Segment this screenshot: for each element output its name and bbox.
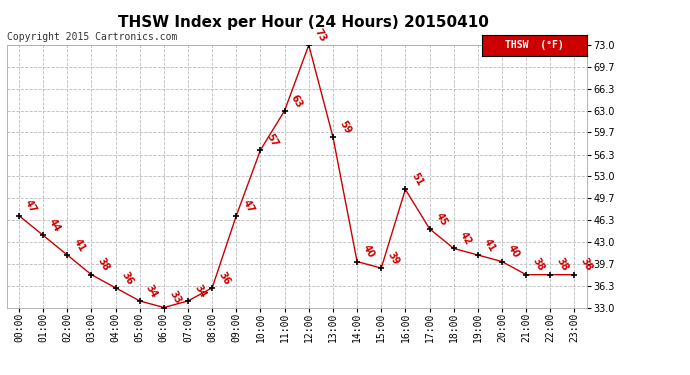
Text: 38: 38	[531, 256, 546, 273]
Text: 47: 47	[241, 198, 256, 214]
Text: 40: 40	[362, 243, 377, 260]
Text: 34: 34	[144, 283, 159, 300]
Text: 38: 38	[555, 256, 570, 273]
Text: 33: 33	[168, 290, 184, 306]
Text: 51: 51	[410, 171, 425, 188]
Text: 73: 73	[313, 27, 328, 44]
Text: 36: 36	[120, 270, 135, 286]
Text: 34: 34	[193, 283, 208, 300]
Text: 38: 38	[579, 256, 594, 273]
Text: THSW Index per Hour (24 Hours) 20150410: THSW Index per Hour (24 Hours) 20150410	[118, 15, 489, 30]
Text: 40: 40	[506, 243, 522, 260]
Text: 63: 63	[289, 93, 304, 109]
Text: 38: 38	[96, 256, 111, 273]
Text: 41: 41	[72, 237, 87, 254]
Text: 44: 44	[48, 217, 63, 234]
Text: 36: 36	[217, 270, 232, 286]
Text: 45: 45	[434, 211, 449, 227]
Text: 57: 57	[265, 132, 280, 148]
Text: 47: 47	[23, 198, 39, 214]
Text: 59: 59	[337, 119, 353, 135]
Text: 41: 41	[482, 237, 497, 254]
Text: Copyright 2015 Cartronics.com: Copyright 2015 Cartronics.com	[7, 32, 177, 42]
Text: 39: 39	[386, 250, 401, 267]
Text: 42: 42	[458, 230, 473, 247]
